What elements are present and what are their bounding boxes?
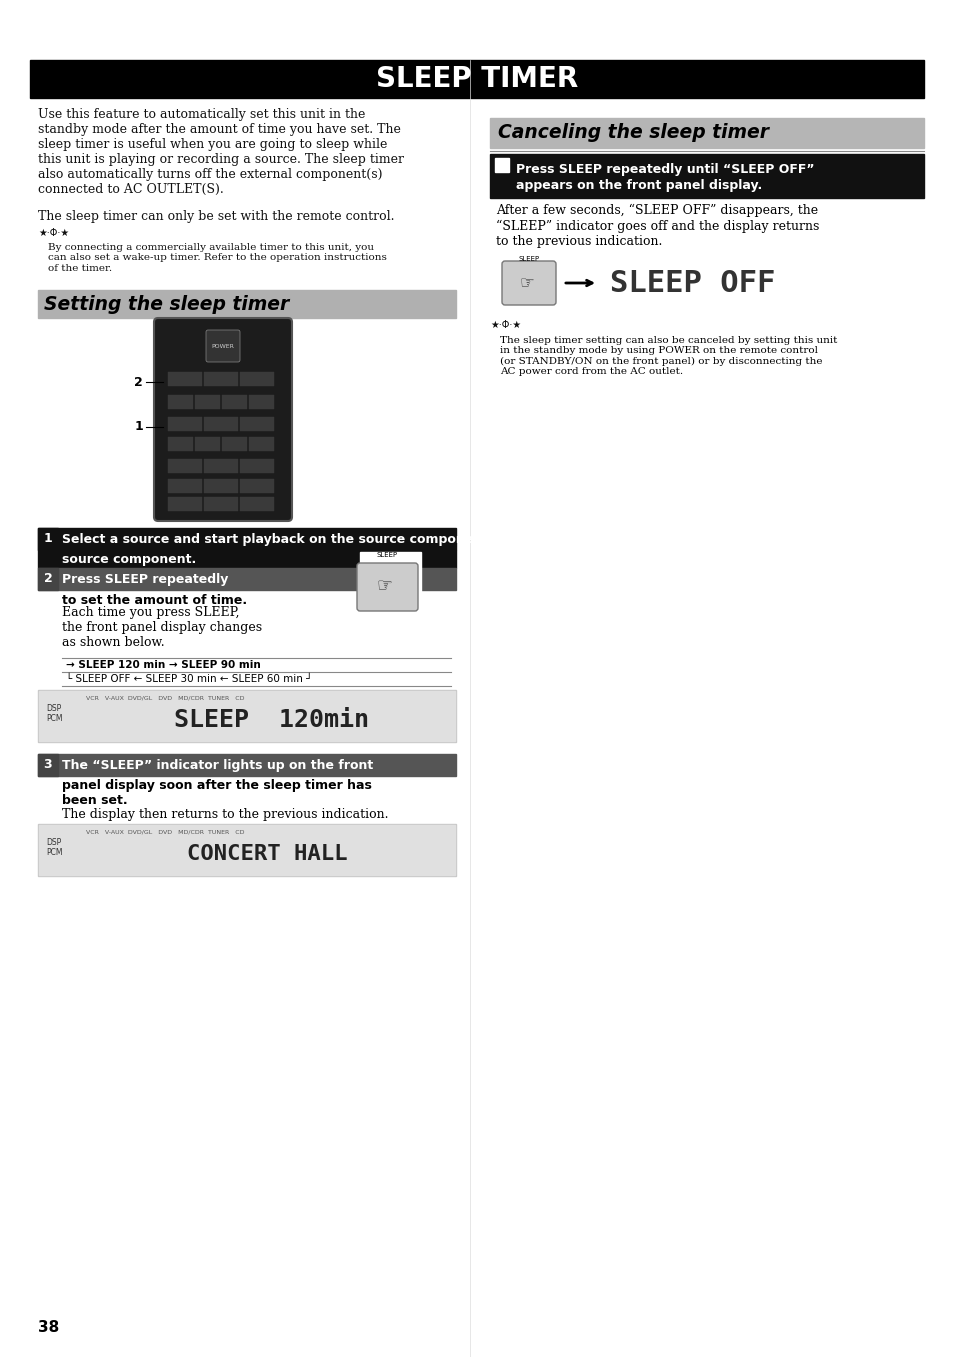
- Text: DSP: DSP: [46, 839, 61, 847]
- Text: PCM: PCM: [46, 714, 63, 723]
- Bar: [490, 153, 923, 198]
- Text: SLEEP: SLEEP: [376, 552, 397, 558]
- Bar: [249, 395, 274, 408]
- Text: Setting the sleep timer: Setting the sleep timer: [44, 294, 289, 313]
- Text: → SLEEP 120 min → SLEEP 90 min: → SLEEP 120 min → SLEEP 90 min: [66, 660, 260, 670]
- Bar: [495, 157, 509, 172]
- Text: ★·Φ·★: ★·Φ·★: [38, 228, 69, 237]
- Bar: [39, 691, 455, 741]
- Text: 3: 3: [44, 759, 52, 772]
- Text: Press SLEEP repeatedly until “SLEEP OFF”: Press SLEEP repeatedly until “SLEEP OFF”: [516, 163, 814, 175]
- Text: Canceling the sleep timer: Canceling the sleep timer: [497, 123, 768, 142]
- Text: POWER: POWER: [212, 343, 234, 349]
- Bar: [204, 459, 237, 474]
- FancyBboxPatch shape: [356, 563, 417, 611]
- Bar: [168, 497, 202, 512]
- Bar: [240, 372, 274, 385]
- Text: ☞: ☞: [376, 575, 393, 594]
- Bar: [38, 569, 456, 590]
- Text: After a few seconds, “SLEEP OFF” disappears, the
“SLEEP” indicator goes off and : After a few seconds, “SLEEP OFF” disappe…: [496, 204, 819, 247]
- Bar: [38, 689, 456, 742]
- Text: 1: 1: [44, 532, 52, 546]
- Text: By connecting a commercially available timer to this unit, you
can also set a wa: By connecting a commercially available t…: [48, 243, 387, 273]
- Text: The sleep timer can only be set with the remote control.: The sleep timer can only be set with the…: [38, 210, 395, 223]
- Text: 2: 2: [134, 376, 143, 388]
- Bar: [222, 395, 247, 408]
- Bar: [168, 479, 202, 493]
- Bar: [204, 497, 237, 512]
- Text: 2: 2: [44, 573, 52, 585]
- Text: to set the amount of time.: to set the amount of time.: [62, 594, 247, 607]
- Text: └ SLEEP OFF ← SLEEP 30 min ← SLEEP 60 min ┘: └ SLEEP OFF ← SLEEP 30 min ← SLEEP 60 mi…: [66, 674, 312, 684]
- Bar: [38, 754, 58, 776]
- Text: The “SLEEP” indicator lights up on the front: The “SLEEP” indicator lights up on the f…: [62, 759, 373, 772]
- Bar: [359, 552, 420, 611]
- Text: panel display soon after the sleep timer has
been set.: panel display soon after the sleep timer…: [62, 779, 372, 807]
- Bar: [38, 528, 58, 550]
- Text: 38: 38: [38, 1320, 59, 1335]
- FancyBboxPatch shape: [206, 330, 240, 362]
- Bar: [168, 459, 202, 474]
- Bar: [38, 290, 456, 318]
- Text: DSP: DSP: [46, 704, 61, 712]
- Text: The sleep timer setting can also be canceled by setting this unit
in the standby: The sleep timer setting can also be canc…: [499, 337, 837, 376]
- Text: SLEEP  120min: SLEEP 120min: [174, 708, 369, 731]
- Text: appears on the front panel display.: appears on the front panel display.: [516, 179, 761, 193]
- Text: 1: 1: [134, 421, 143, 433]
- Bar: [240, 479, 274, 493]
- Text: SLEEP: SLEEP: [517, 256, 539, 262]
- Bar: [240, 417, 274, 432]
- Text: ★·Φ·★: ★·Φ·★: [490, 320, 520, 330]
- Bar: [490, 118, 923, 148]
- Text: The display then returns to the previous indication.: The display then returns to the previous…: [62, 807, 388, 821]
- Bar: [38, 569, 58, 590]
- Text: Use this feature to automatically set this unit in the
standby mode after the am: Use this feature to automatically set th…: [38, 109, 403, 195]
- Bar: [168, 395, 193, 408]
- Bar: [240, 459, 274, 474]
- Bar: [222, 437, 247, 451]
- Bar: [30, 60, 923, 98]
- Bar: [38, 550, 456, 569]
- Bar: [204, 372, 237, 385]
- Text: SLEEP OFF: SLEEP OFF: [609, 269, 775, 297]
- Bar: [204, 479, 237, 493]
- Bar: [249, 437, 274, 451]
- Text: VCR   V-AUX  DVD/GL   DVD   MD/CDR  TUNER   CD: VCR V-AUX DVD/GL DVD MD/CDR TUNER CD: [86, 696, 244, 702]
- Bar: [38, 824, 456, 877]
- Bar: [168, 437, 193, 451]
- Text: Press SLEEP repeatedly: Press SLEEP repeatedly: [62, 573, 228, 585]
- FancyBboxPatch shape: [501, 261, 556, 305]
- Bar: [194, 395, 220, 408]
- Bar: [39, 825, 455, 875]
- Text: Each time you press SLEEP,
the front panel display changes
as shown below.: Each time you press SLEEP, the front pan…: [62, 607, 262, 649]
- Text: ☞: ☞: [519, 274, 534, 292]
- Bar: [168, 417, 202, 432]
- Text: Select a source and start playback on the source component.: Select a source and start playback on th…: [62, 532, 493, 546]
- Bar: [194, 437, 220, 451]
- Text: source component.: source component.: [62, 552, 196, 566]
- Bar: [38, 754, 456, 776]
- FancyBboxPatch shape: [153, 318, 292, 521]
- Bar: [240, 497, 274, 512]
- Text: CONCERT HALL: CONCERT HALL: [187, 844, 347, 864]
- Text: PCM: PCM: [46, 848, 63, 858]
- Text: SLEEP TIMER: SLEEP TIMER: [375, 65, 578, 94]
- Bar: [38, 528, 456, 550]
- Bar: [204, 417, 237, 432]
- Text: VCR   V-AUX  DVD/GL   DVD   MD/CDR  TUNER   CD: VCR V-AUX DVD/GL DVD MD/CDR TUNER CD: [86, 830, 244, 835]
- Bar: [168, 372, 202, 385]
